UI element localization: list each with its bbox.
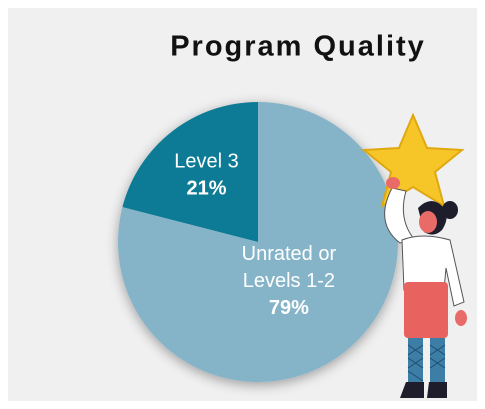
slice-label: Levels 1-2 [243,270,335,292]
slice-value-label: 21% [187,177,227,199]
slice-label: Unrated or [242,243,337,265]
chart: Program Quality Level 3 21% Unrated or Leve… [0,0,485,409]
pie [118,102,398,382]
slice-label: Level 3 [174,150,239,172]
chart-title: Program Quality [170,31,426,63]
slice-value-label: 79% [269,297,309,319]
